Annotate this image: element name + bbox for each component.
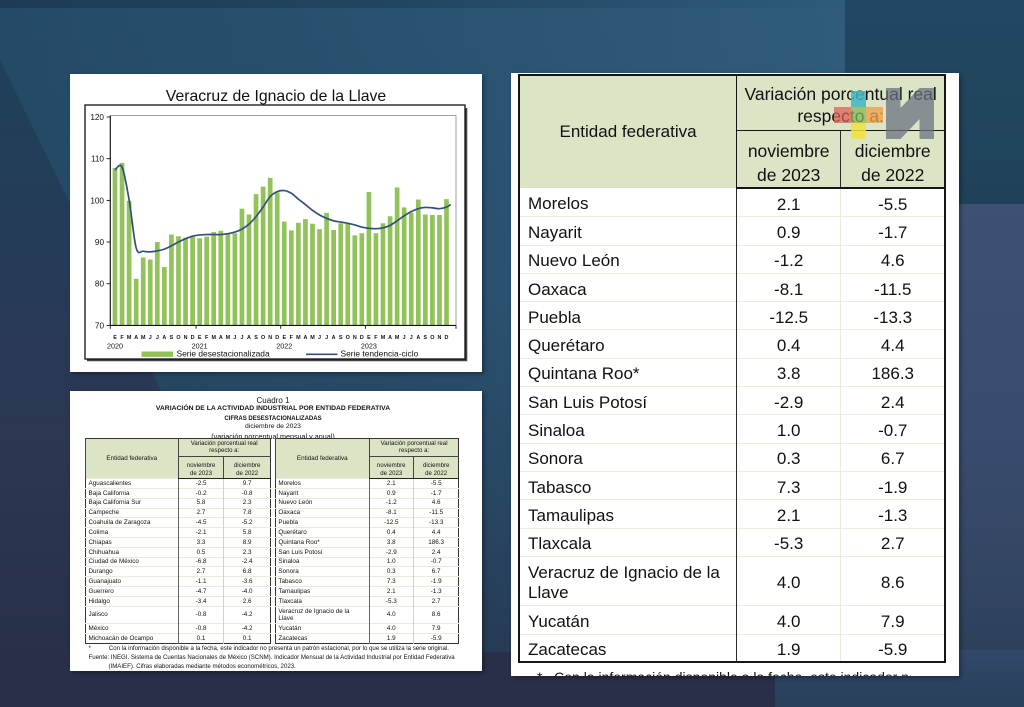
svg-text:D: D xyxy=(191,335,195,341)
svg-text:F: F xyxy=(205,335,209,341)
svg-text:90: 90 xyxy=(95,238,105,247)
svg-text:M: M xyxy=(381,335,386,341)
svg-text:O: O xyxy=(346,335,350,341)
svg-text:N: N xyxy=(184,335,188,341)
svg-text:J: J xyxy=(149,335,152,341)
svg-text:100: 100 xyxy=(90,196,104,205)
svg-text:O: O xyxy=(430,335,434,341)
svg-text:J: J xyxy=(318,335,321,341)
svg-text:A: A xyxy=(388,335,392,341)
svg-text:120: 120 xyxy=(90,113,104,122)
svg-text:J: J xyxy=(325,335,328,341)
svg-text:E: E xyxy=(282,335,286,341)
svg-text:A: A xyxy=(162,335,166,341)
svg-text:2023: 2023 xyxy=(361,342,377,351)
svg-text:S: S xyxy=(339,335,343,341)
svg-text:A: A xyxy=(134,335,138,341)
svg-text:2022: 2022 xyxy=(276,342,292,351)
svg-text:J: J xyxy=(403,335,406,341)
svg-text:S: S xyxy=(424,335,428,341)
svg-text:A: A xyxy=(219,335,223,341)
svg-text:M: M xyxy=(211,335,216,341)
svg-text:A: A xyxy=(247,335,251,341)
svg-text:Serie tendencia-ciclo: Serie tendencia-ciclo xyxy=(341,349,419,359)
svg-text:F: F xyxy=(120,335,124,341)
svg-text:E: E xyxy=(367,335,371,341)
svg-text:A: A xyxy=(332,335,336,341)
svg-text:N: N xyxy=(437,335,441,341)
svg-text:M: M xyxy=(226,335,231,341)
svg-text:J: J xyxy=(240,335,243,341)
svg-text:M: M xyxy=(310,335,315,341)
svg-text:J: J xyxy=(410,335,413,341)
svg-text:A: A xyxy=(416,335,420,341)
svg-text:S: S xyxy=(170,335,174,341)
svg-text:O: O xyxy=(261,335,265,341)
svg-text:D: D xyxy=(275,335,279,341)
svg-text:O: O xyxy=(176,335,180,341)
svg-text:N: N xyxy=(353,335,357,341)
svg-text:Veracruz de Ignacio de la Llav: Veracruz de Ignacio de la Llave xyxy=(166,88,387,105)
svg-text:J: J xyxy=(156,335,159,341)
svg-text:80: 80 xyxy=(95,280,105,289)
svg-text:2021: 2021 xyxy=(192,342,208,351)
svg-text:F: F xyxy=(374,335,378,341)
svg-text:M: M xyxy=(141,335,146,341)
svg-text:D: D xyxy=(445,335,449,341)
svg-text:F: F xyxy=(290,335,294,341)
svg-text:N: N xyxy=(268,335,272,341)
svg-text:E: E xyxy=(198,335,202,341)
svg-text:M: M xyxy=(395,335,400,341)
svg-text:70: 70 xyxy=(95,321,105,330)
svg-text:A: A xyxy=(303,335,307,341)
svg-text:M: M xyxy=(127,335,132,341)
svg-text:2020: 2020 xyxy=(107,342,123,351)
svg-text:M: M xyxy=(296,335,301,341)
svg-text:D: D xyxy=(360,335,364,341)
svg-text:S: S xyxy=(254,335,258,341)
svg-text:110: 110 xyxy=(91,155,104,164)
svg-text:Serie desestacionalizada: Serie desestacionalizada xyxy=(177,349,270,359)
svg-text:J: J xyxy=(233,335,236,341)
svg-text:E: E xyxy=(113,335,117,341)
